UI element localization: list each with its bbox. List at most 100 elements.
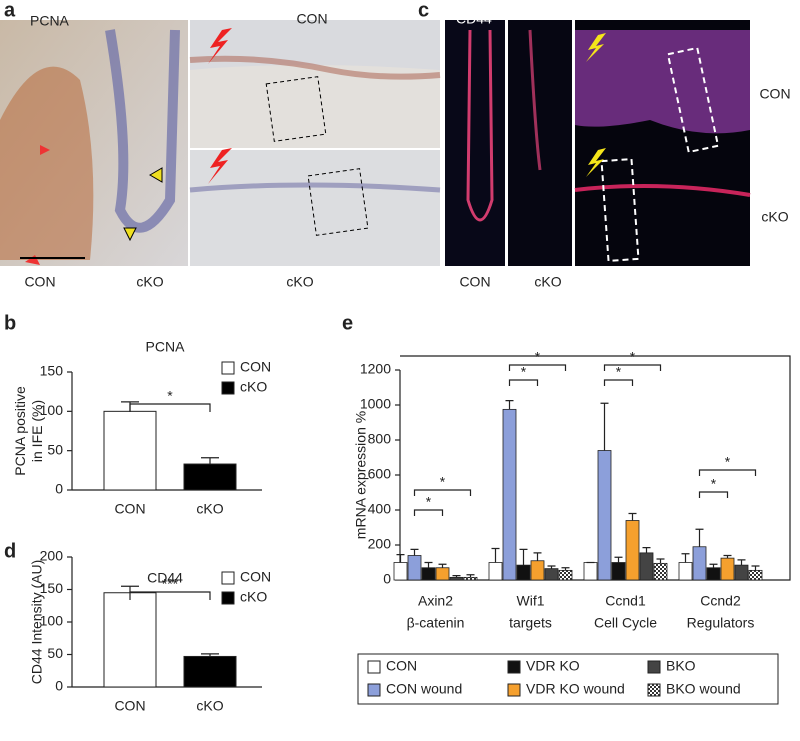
- legend-label: cKO: [240, 589, 267, 605]
- image-label: CON: [759, 86, 790, 102]
- legend-swatch: [507, 660, 521, 674]
- legend-label: CON: [240, 569, 271, 585]
- legend-label: VDR KO wound: [526, 681, 625, 697]
- error-bar: [201, 457, 219, 465]
- panel-letter: d: [4, 540, 16, 562]
- error-bar: [201, 653, 219, 657]
- legend-label: CON wound: [386, 681, 462, 697]
- significance-bracket: [413, 489, 472, 496]
- bar: [449, 576, 464, 581]
- error-bar: [466, 574, 475, 578]
- bar: [625, 520, 640, 581]
- bar: [748, 569, 763, 581]
- y-tick-label: 150: [40, 363, 64, 379]
- image-label: CON: [24, 274, 55, 290]
- image-label: cKO: [136, 274, 163, 290]
- x-tick-sublabel: β-catenin: [407, 615, 465, 631]
- bar: [639, 552, 654, 581]
- error-bar: [424, 561, 433, 568]
- error-bar: [505, 400, 514, 410]
- panel-letter: a: [4, 0, 16, 21]
- significance-label: *: [630, 349, 636, 365]
- bar: [530, 560, 545, 581]
- legend-swatch: [647, 683, 661, 697]
- significance-label: *: [711, 476, 717, 492]
- bar: [463, 576, 478, 581]
- significance-label: *: [426, 494, 432, 510]
- bar: [502, 408, 517, 581]
- bar: [435, 567, 450, 581]
- error-bar: [547, 565, 556, 569]
- bar: [393, 562, 408, 581]
- bar: [653, 562, 668, 581]
- error-bar: [491, 547, 500, 563]
- legend-box: [357, 653, 779, 705]
- y-tick-label: 50: [47, 441, 63, 457]
- x-tick-label: Axin2: [418, 593, 453, 609]
- significance-bracket: [508, 364, 567, 371]
- x-tick-label: Ccnd2: [700, 593, 741, 609]
- x-tick-sublabel: targets: [509, 615, 552, 631]
- bar: [516, 564, 531, 581]
- legend-label: CON: [386, 658, 417, 674]
- error-bar: [561, 567, 570, 571]
- significance-bracket: [508, 379, 539, 386]
- y-tick-label: 0: [383, 571, 391, 587]
- error-bar: [614, 556, 623, 563]
- bar: [488, 562, 503, 581]
- legend-swatch: [507, 683, 521, 697]
- stain-label: PCNA: [30, 13, 70, 29]
- legend-swatch: [221, 571, 235, 585]
- significance-bracket: [413, 509, 444, 516]
- bar: [734, 564, 749, 581]
- legend-swatch: [221, 591, 235, 605]
- legend-swatch: [221, 361, 235, 375]
- panel-letter: e: [342, 312, 353, 334]
- significance-bracket: [698, 469, 757, 476]
- significance-label: *: [440, 474, 446, 490]
- legend-swatch: [221, 381, 235, 395]
- y-tick-label: 600: [368, 466, 392, 482]
- legend-label: CON: [240, 359, 271, 375]
- bar: [706, 567, 721, 581]
- significance-label: *: [616, 364, 622, 380]
- y-tick-label: 800: [368, 431, 392, 447]
- legend-label: cKO: [240, 379, 267, 395]
- significance-bracket: [603, 364, 662, 371]
- bar: [597, 450, 612, 581]
- significance-bracket: [129, 591, 211, 600]
- x-tick-label: Wif1: [517, 593, 545, 609]
- legend-label: VDR KO: [526, 658, 580, 674]
- bar: [421, 567, 436, 581]
- error-bar: [533, 552, 542, 561]
- error-bar: [751, 565, 760, 571]
- legend-swatch: [367, 660, 381, 674]
- significance-bracket: [129, 403, 211, 412]
- bar: [544, 568, 559, 581]
- y-axis-label: in IFE (%): [29, 400, 45, 462]
- error-bar: [656, 558, 665, 564]
- error-bar: [600, 402, 609, 451]
- bar: [183, 463, 237, 491]
- legend-swatch: [367, 683, 381, 697]
- legend-label: BKO: [666, 658, 696, 674]
- error-bar: [681, 553, 690, 563]
- image-label: CON: [296, 11, 327, 27]
- bar: [103, 410, 157, 491]
- significance-label: *: [167, 388, 173, 404]
- error-bar: [452, 575, 461, 578]
- bar: [583, 562, 598, 581]
- error-bar: [709, 563, 718, 568]
- x-tick-sublabel: Cell Cycle: [594, 615, 657, 631]
- y-tick-label: 1000: [360, 396, 391, 412]
- x-tick-label: cKO: [196, 501, 223, 517]
- significance-label: *: [521, 364, 527, 380]
- significance-bracket: [603, 379, 634, 386]
- y-axis-label: PCNA positive: [12, 386, 28, 476]
- plot-frame: [400, 355, 791, 581]
- bar: [558, 569, 573, 581]
- panel-letter: b: [4, 312, 16, 334]
- bar: [720, 557, 735, 581]
- y-tick-label: 0: [55, 678, 63, 694]
